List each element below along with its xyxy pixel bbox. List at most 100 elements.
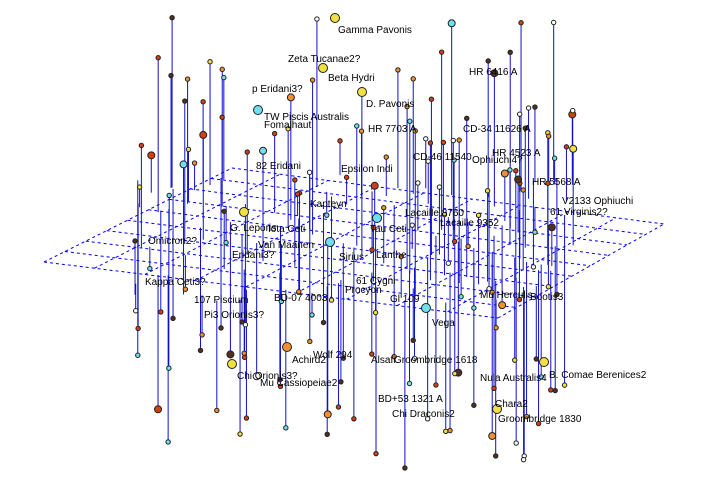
star-dot — [309, 77, 316, 83]
star-dot — [370, 224, 377, 231]
star-dot — [271, 130, 278, 137]
star-dot — [450, 137, 457, 144]
star-dot — [239, 319, 245, 325]
star-dot-highlight — [253, 105, 263, 115]
star-label-hr-6416-a: HR 6416 A — [469, 67, 518, 78]
star-dot — [471, 402, 477, 408]
grid-line — [497, 223, 665, 319]
star-dot — [493, 325, 499, 331]
star-label-107-piscium: 107 Piscium — [194, 295, 248, 306]
star-dot — [259, 146, 268, 155]
star-dot — [532, 229, 538, 235]
star-label-iota-ceti: Iota Ceti — [268, 224, 305, 235]
star-dot — [340, 355, 346, 361]
star-dot — [498, 301, 507, 310]
star-dot — [182, 286, 189, 292]
star-dot — [283, 425, 289, 431]
star-label-bd-07-4003: BD-07 4003 — [274, 293, 328, 304]
star-dot — [465, 243, 471, 249]
star-label-chara2: Chara2 — [495, 399, 528, 410]
star-label-d-pavonis: D. Pavonis — [366, 99, 414, 110]
star-label-ophiuchi4: Ophiuchi4? — [472, 155, 523, 166]
star-dot — [369, 351, 375, 357]
star-dot — [136, 184, 143, 190]
star-dot — [489, 289, 495, 296]
star-label-gl-109: Gl 109 — [390, 294, 420, 305]
star-dot — [337, 138, 343, 144]
star-dot — [237, 431, 243, 437]
star-label-hr-4523-a: HR 4523 A — [492, 148, 541, 159]
star-dot — [221, 208, 227, 214]
star-dot — [512, 357, 518, 363]
star-dot — [398, 253, 404, 260]
star-dot-highlight — [357, 87, 367, 97]
star-dot — [132, 238, 138, 244]
star-label-chi-orionis: Chi Orionis3? — [237, 371, 298, 382]
star-dot — [185, 146, 192, 153]
star-label-v2133-ophiuchi: V2133 Ophiuchi — [562, 196, 633, 207]
star-dot — [154, 405, 163, 414]
star-dot — [391, 353, 397, 360]
star-label-bootis3: Bootis3 — [530, 292, 564, 303]
star-dot — [314, 16, 320, 22]
star-dot — [335, 404, 342, 410]
star-dot — [548, 387, 554, 393]
star-dot — [554, 291, 560, 298]
star-dot — [532, 104, 538, 110]
star-label-cd-34-11626-a: CD-34 11626 A — [463, 124, 531, 135]
star-label-lacaille-8760: Lacaille 8760 — [405, 208, 464, 219]
star-label-82-eridani: 82 Eridani — [256, 161, 301, 172]
star-dot — [411, 355, 418, 362]
star-dot — [306, 169, 313, 176]
star-label-vega: Vega — [432, 318, 455, 329]
star-label-wolf-294: Wolf 294 — [313, 350, 353, 361]
star-label-gamma-pavonis: Gamma Pavonis — [338, 25, 412, 36]
star-label-sirius: Sirius — [339, 252, 364, 263]
grid-line — [94, 173, 281, 269]
star-dot — [241, 354, 248, 361]
star-dot — [135, 325, 141, 332]
star-dot-highlight — [372, 213, 382, 223]
star-dot — [452, 370, 458, 377]
star-label-g-leporis: G. Leporis — [230, 223, 276, 234]
star-dot — [395, 67, 401, 73]
star-dot — [277, 383, 284, 389]
star-dot — [138, 142, 145, 149]
star-dot — [199, 130, 208, 139]
star-dot — [182, 98, 188, 104]
star-dot — [486, 286, 492, 292]
star-dot — [427, 140, 434, 146]
star-label-tau-ceti: Tau Ceti — [370, 224, 407, 235]
star-dot — [490, 69, 499, 78]
star-dot — [520, 456, 527, 463]
star-dot — [296, 289, 302, 295]
star-dot — [372, 309, 379, 316]
star-dot — [545, 180, 551, 186]
star-dot — [438, 49, 445, 55]
star-dot — [443, 428, 449, 434]
grid-line — [195, 186, 377, 282]
grid-line — [64, 251, 517, 309]
grid-line — [43, 167, 233, 263]
star-dot — [407, 118, 413, 124]
star-dot — [286, 93, 295, 102]
star-dot — [451, 157, 457, 163]
star-label-kapteyn: Kapteyn — [310, 199, 347, 210]
star-dot — [522, 125, 528, 131]
star-dot — [373, 450, 379, 457]
star-dot — [381, 204, 387, 211]
star-dot — [491, 385, 497, 392]
star-dot — [243, 415, 250, 421]
star-markers — [132, 13, 578, 471]
star-dot — [200, 99, 206, 105]
star-dot — [451, 238, 458, 245]
star-dot — [514, 175, 523, 184]
grid-line — [144, 179, 329, 275]
star-dot — [561, 382, 568, 388]
star-dot — [252, 372, 261, 381]
star-dot — [441, 211, 448, 218]
star-dot-highlight — [227, 359, 237, 369]
star-dot — [338, 379, 344, 385]
star-dot — [242, 322, 249, 328]
star-dot — [309, 312, 315, 318]
